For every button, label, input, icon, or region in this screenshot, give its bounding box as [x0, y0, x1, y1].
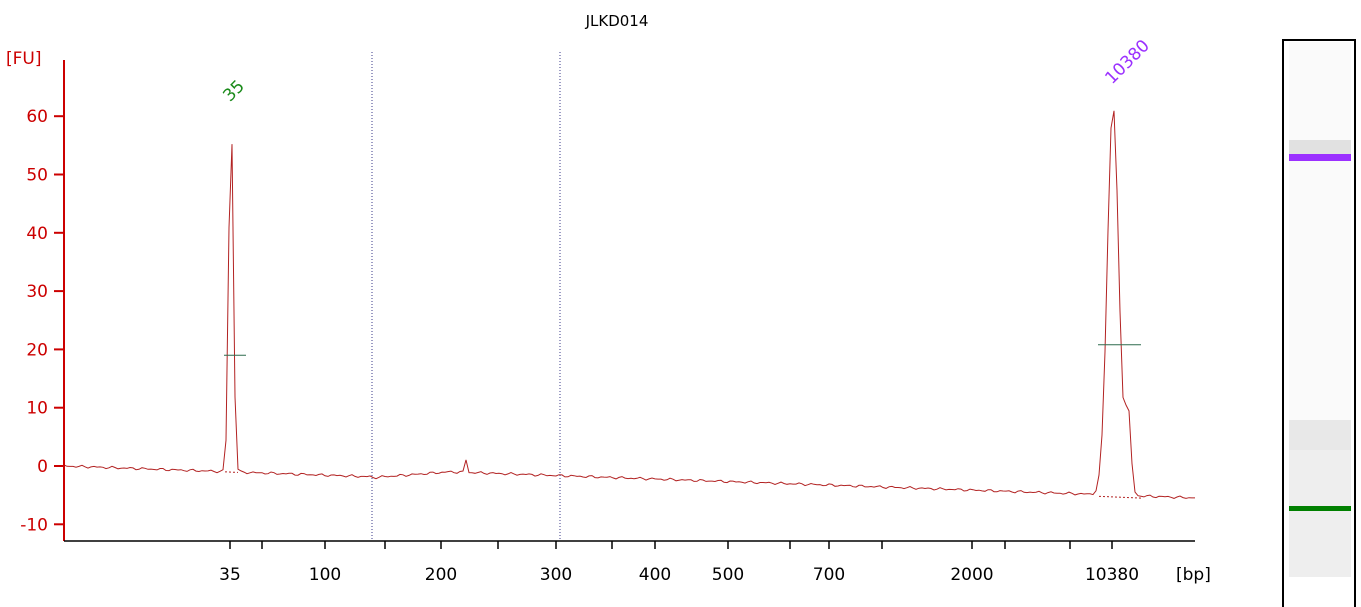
x-tick-label: 10380: [1085, 565, 1139, 585]
x-tick-label: 200: [425, 565, 457, 585]
x-tick-label: 100: [309, 565, 341, 585]
x-tick-group: 35 100 200 300 400 500 700 2000 10380: [219, 541, 1139, 585]
y-tick-label: 0: [37, 457, 48, 477]
y-tick-label: 20: [26, 340, 48, 360]
trace-group: 35 10380: [63, 36, 1195, 499]
peak-baseline-35: [224, 471, 239, 473]
y-tick-label: 50: [26, 166, 48, 186]
peak-label-35: 35: [219, 76, 248, 105]
signal-trace: [63, 110, 1195, 499]
x-tick-label: 400: [639, 565, 671, 585]
y-tick-label: 10: [26, 399, 48, 419]
x-tick-label: 700: [813, 565, 845, 585]
peak-label-10380: 10380: [1101, 36, 1153, 88]
x-axis-label: [bp]: [1176, 565, 1211, 585]
peak-baseline-10380: [1098, 495, 1142, 499]
x-tick-label: 300: [540, 565, 572, 585]
gel-band-halo: [1289, 140, 1351, 154]
y-axis-label: [FU]: [6, 49, 42, 69]
gel-band-shadow: [1289, 450, 1351, 577]
y-tick-label: 30: [26, 282, 48, 302]
gel-band-10380: [1289, 154, 1351, 161]
gel-band-faint: [1289, 420, 1351, 450]
y-tick-label: -10: [20, 515, 48, 535]
x-tick-label: 500: [712, 565, 744, 585]
y-tick-label: 40: [26, 224, 48, 244]
y-tick-label: 60: [26, 107, 48, 127]
x-tick-label: 35: [219, 565, 241, 585]
y-tick-group: -10 0 10 20 30 40 50 60: [20, 107, 64, 535]
gel-lane: [1282, 39, 1356, 607]
x-tick-label: 2000: [950, 565, 993, 585]
gel-band-35: [1289, 506, 1351, 511]
chart-title: JLKD014: [585, 12, 649, 30]
